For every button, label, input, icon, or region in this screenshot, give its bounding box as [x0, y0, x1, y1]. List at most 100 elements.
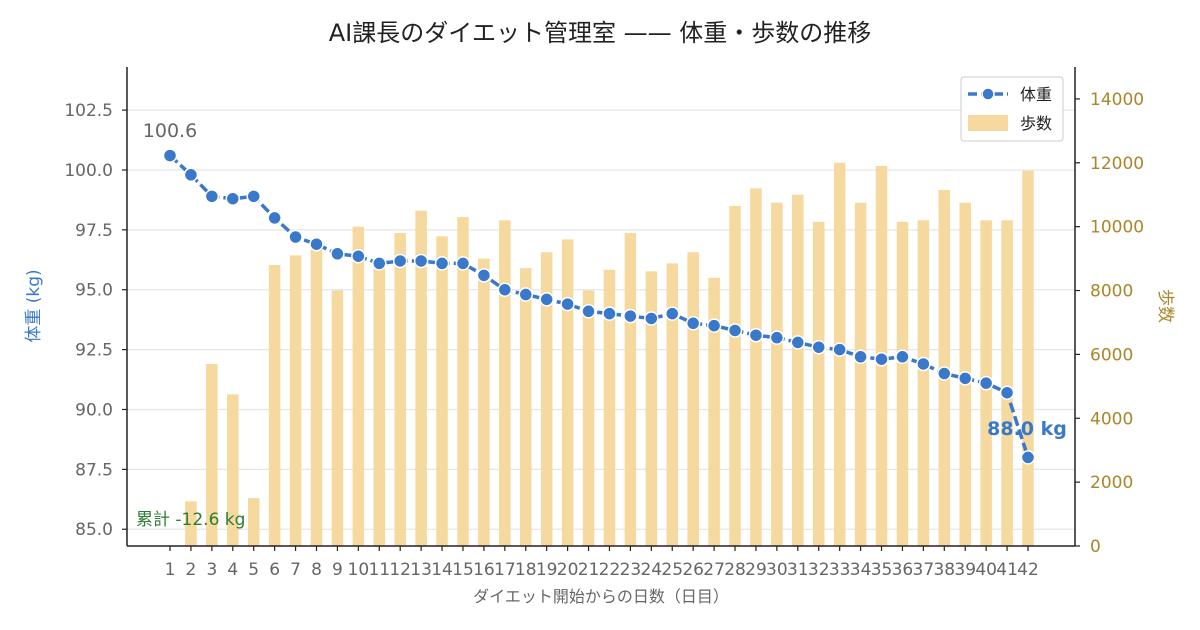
weight-point — [455, 256, 471, 271]
steps-bar — [708, 277, 720, 546]
steps-bar — [540, 252, 553, 547]
steps-bar — [582, 290, 595, 546]
steps-bar — [1001, 220, 1013, 546]
steps-bar — [373, 264, 386, 546]
x-tick-label: 1 — [165, 560, 176, 580]
left-tick-label: 92.5 — [75, 341, 113, 361]
x-tick-label: 11 — [368, 560, 390, 580]
weight-point — [392, 253, 408, 269]
x-tick-label: 36 — [892, 560, 914, 580]
right-tick-label: 2000 — [1090, 473, 1133, 493]
x-tick-label: 19 — [536, 560, 558, 580]
weight-point — [560, 296, 575, 312]
chart-title: AI課長のダイエット管理室 —— 体重・歩数の推移 — [329, 19, 872, 47]
weight-line — [162, 148, 1036, 465]
weight-point — [790, 335, 806, 350]
x-tick-label: 15 — [452, 560, 474, 580]
steps-bar — [771, 202, 783, 546]
weight-point — [309, 236, 324, 252]
x-tick-label: 41 — [996, 560, 1018, 580]
x-tick-label: 10 — [348, 560, 370, 580]
steps-bar — [436, 236, 448, 546]
weight-point — [623, 308, 638, 324]
axes — [122, 67, 1080, 551]
x-tick-label: 18 — [515, 560, 537, 580]
x-tick-label: 2 — [186, 560, 197, 580]
weight-point — [267, 210, 282, 226]
weight-point — [832, 342, 847, 357]
weight-point — [539, 292, 554, 307]
x-tick-label: 16 — [473, 560, 495, 580]
weight-point — [413, 253, 429, 269]
steps-bar — [624, 233, 637, 546]
x-tick-label: 27 — [703, 560, 725, 580]
weight-point — [372, 256, 387, 271]
legend-steps-swatch — [968, 115, 1008, 131]
x-tick-label: 35 — [871, 560, 893, 580]
weight-point — [434, 256, 450, 271]
right-tick-label: 10000 — [1090, 218, 1144, 238]
steps-bar — [499, 220, 511, 546]
x-tick-label: 42 — [1017, 560, 1039, 580]
weight-point — [853, 349, 868, 365]
x-tick-label: 28 — [724, 560, 746, 580]
steps-bar — [185, 501, 197, 546]
x-tick-label: 6 — [269, 560, 280, 580]
legend: 体重 歩数 — [960, 76, 1064, 142]
x-tick-label: 22 — [599, 560, 621, 580]
x-tick-label: 9 — [332, 560, 343, 580]
steps-bar — [750, 188, 762, 546]
x-tick-label: 20 — [557, 560, 579, 580]
x-tick-label: 13 — [410, 560, 432, 580]
x-tick-label: 17 — [494, 560, 516, 580]
steps-bar — [478, 258, 490, 546]
right-tick-label: 4000 — [1090, 409, 1133, 429]
x-tick-label: 29 — [745, 560, 767, 580]
steps-bar — [854, 202, 867, 546]
y-axis-label-left: 体重 (kg) — [24, 269, 44, 342]
grid-lines — [127, 109, 1075, 530]
steps-bar — [206, 363, 218, 546]
weight-point — [874, 351, 889, 367]
steps-bar — [415, 210, 427, 546]
start-weight-label: 100.6 — [143, 120, 197, 142]
weight-point — [162, 148, 178, 163]
steps-bar — [561, 239, 574, 546]
legend-weight-label: 体重 — [1020, 85, 1052, 104]
left-tick-label: 102.5 — [64, 101, 113, 121]
weight-point — [476, 268, 492, 283]
weight-point — [664, 306, 680, 321]
steps-bar — [310, 249, 323, 546]
weight-point — [957, 371, 973, 386]
legend-steps-label: 歩数 — [1020, 114, 1052, 133]
y-axis-label-right: 歩数 — [1155, 289, 1175, 323]
weight-point — [497, 282, 513, 297]
steps-bar — [792, 194, 804, 546]
steps-bar — [227, 394, 239, 546]
steps-bar — [896, 221, 909, 547]
weight-point — [978, 375, 994, 391]
steps-bar — [687, 252, 699, 547]
steps-bar — [1022, 170, 1034, 547]
left-tick-label: 100.0 — [64, 161, 113, 181]
x-tick-label: 24 — [640, 560, 662, 580]
weight-point — [204, 189, 220, 204]
steps-bar — [729, 205, 741, 546]
weight-point — [895, 349, 910, 365]
x-axis-label: ダイエット開始からの日数（日目） — [473, 587, 729, 606]
steps-bar — [247, 498, 260, 546]
steps-bar — [812, 221, 825, 547]
x-tick-label: 39 — [954, 560, 976, 580]
weight-point — [644, 311, 659, 326]
left-tick-label: 97.5 — [75, 221, 113, 241]
right-tick-label: 6000 — [1090, 345, 1133, 365]
steps-bar — [268, 264, 281, 546]
steps-bar — [603, 269, 616, 546]
left-tick-label: 95.0 — [75, 281, 113, 301]
right-tick-label: 0 — [1090, 537, 1101, 557]
x-tick-label: 7 — [290, 560, 301, 580]
right-tick-label: 8000 — [1090, 282, 1133, 302]
total-change-label: 累計 -12.6 kg — [136, 510, 245, 530]
weight-point — [748, 327, 764, 343]
